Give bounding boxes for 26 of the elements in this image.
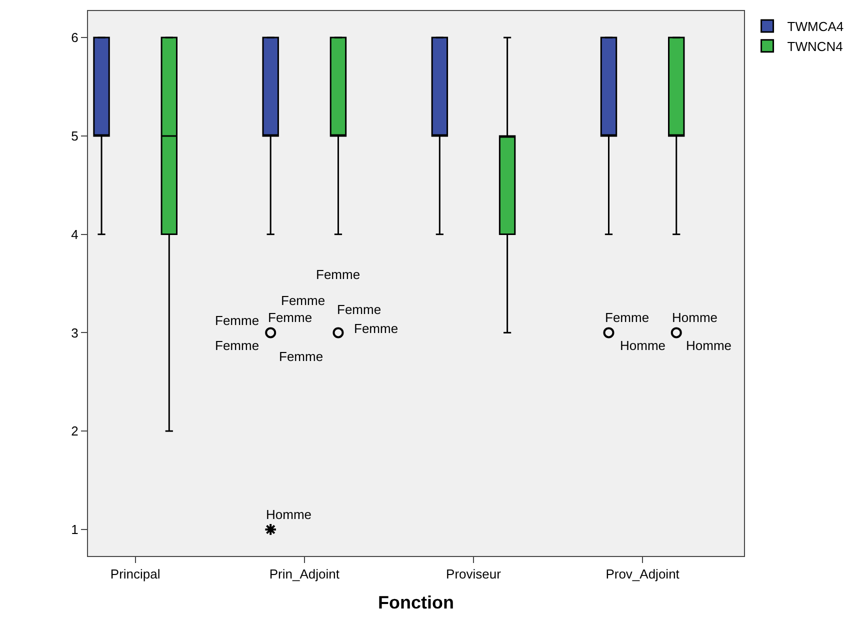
annotation: Femme	[337, 302, 382, 317]
annotation: Homme	[620, 338, 666, 353]
y-tick-label: 5	[71, 128, 78, 144]
y-tick-label: 4	[71, 226, 78, 242]
annotation: Femme	[281, 293, 326, 308]
annotation: Homme	[672, 310, 718, 325]
x-tick-label: Proviseur	[446, 566, 502, 582]
annotation: Femme	[316, 267, 360, 282]
annotation: Femme	[268, 310, 312, 325]
x-tick-label: Prin_Adjoint	[269, 566, 340, 582]
y-tick-label: 2	[71, 424, 78, 439]
annotation: Homme	[686, 338, 732, 353]
y-tick-label: 6	[71, 30, 78, 46]
annotation: Femme	[215, 313, 260, 328]
y-tick-label: 1	[71, 522, 78, 537]
annotation: Femme	[605, 310, 650, 325]
annotation: Femme	[215, 338, 260, 353]
x-axis-title: Fonction	[378, 592, 454, 613]
x-tick-label: Prov_Adjoint	[606, 566, 680, 582]
legend-label: TWNCN4	[787, 38, 843, 54]
annotation: Homme	[266, 507, 312, 522]
y-tick-label: 3	[71, 325, 78, 340]
legend-label: TWMCA4	[787, 19, 844, 34]
x-tick-label: Principal	[110, 566, 160, 582]
annotation: Femme	[354, 321, 398, 336]
annotation: Femme	[279, 349, 324, 364]
